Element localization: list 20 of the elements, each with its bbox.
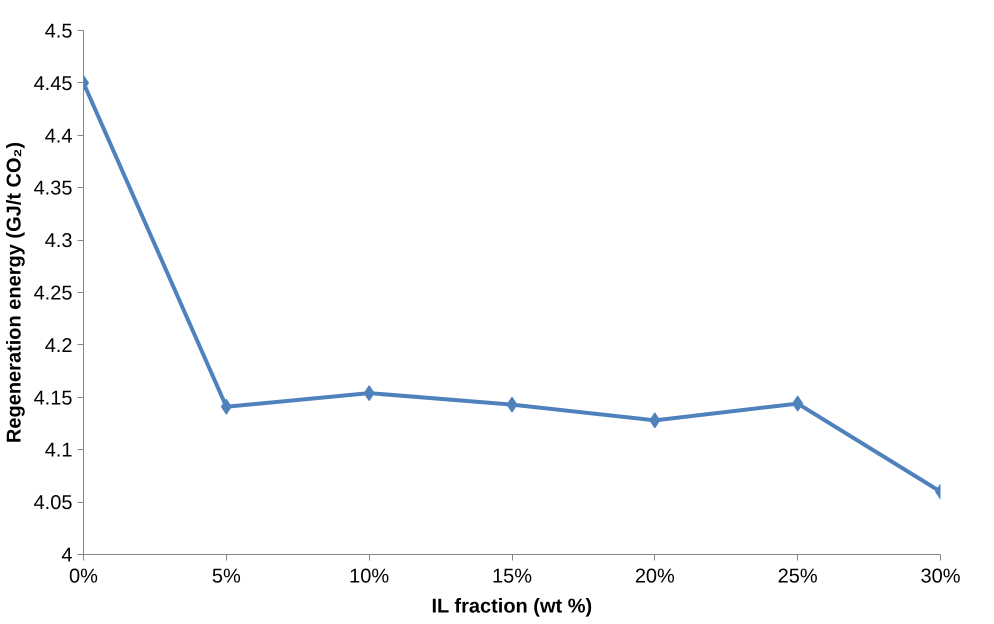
y-tick-label: 4.1 (44, 440, 73, 462)
x-tick-label: 0% (69, 566, 98, 588)
y-tick-label: 4.35 (34, 178, 73, 200)
x-tick-label: 30% (920, 566, 961, 588)
y-axis-title: Regeneration energy (GJ/t CO₂) (4, 142, 26, 444)
y-tick-label: 4.25 (34, 282, 73, 304)
y-tick-label: 4 (61, 544, 72, 566)
x-tick-label: 10% (349, 566, 390, 588)
y-tick-label: 4.15 (34, 387, 73, 410)
y-tick-label: 4.05 (34, 492, 73, 514)
x-tick-label: 5% (212, 566, 242, 588)
y-tick-label: 4.45 (34, 72, 73, 95)
y-tick-label: 4.3 (44, 230, 73, 252)
y-tick-label: 4.4 (44, 125, 73, 148)
x-axis-title: IL fraction (wt %) (431, 596, 592, 618)
y-tick-label: 4.2 (44, 334, 73, 357)
y-tick-label: 4.5 (44, 20, 73, 42)
x-tick-label: 25% (778, 566, 818, 588)
x-tick-label: 15% (492, 566, 532, 588)
x-tick-label: 20% (634, 566, 676, 588)
